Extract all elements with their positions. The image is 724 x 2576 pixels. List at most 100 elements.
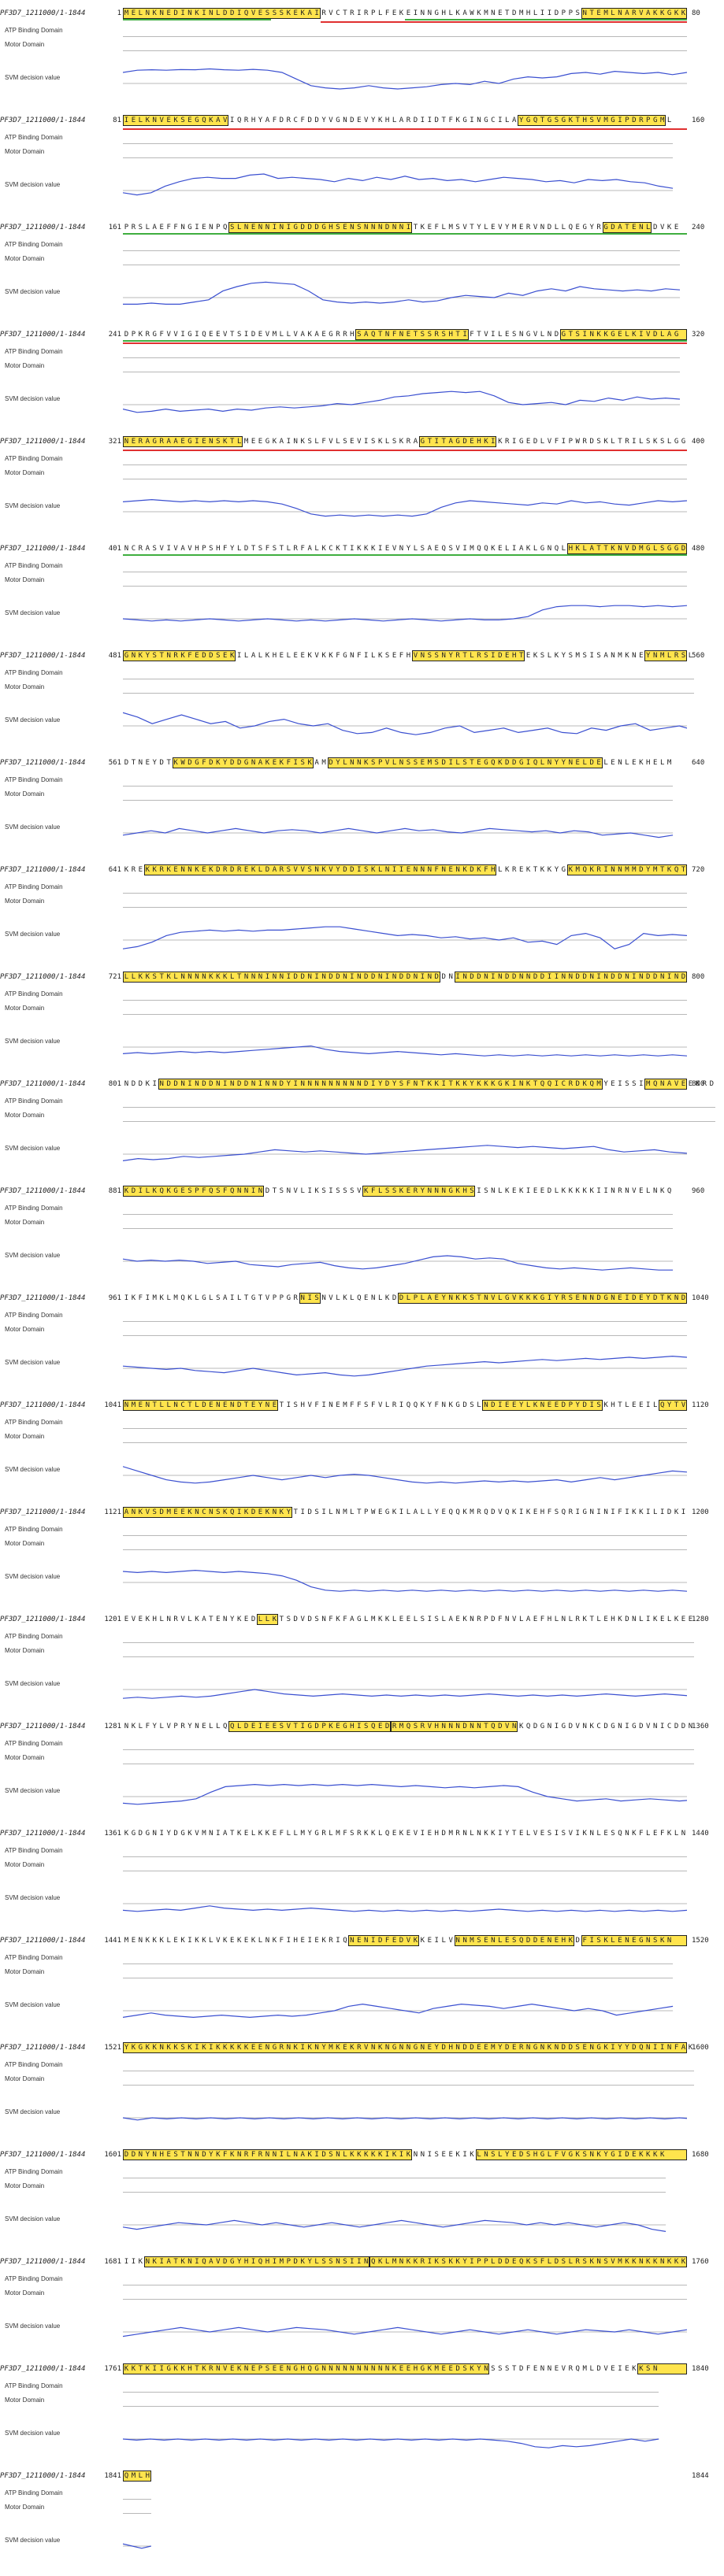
residue: F [540,2258,545,2266]
residue: L [518,1616,524,1623]
residue: K [216,2151,221,2159]
residue: L [659,759,665,767]
residue: A [525,1616,531,1623]
residue: Y [477,2365,481,2373]
residue: A [202,1616,206,1623]
residue: S [575,331,580,339]
start-position: 1201 [104,1616,121,1623]
residue: I [512,438,517,446]
residue: E [230,2365,235,2373]
residue: S [350,1187,355,1195]
residue: T [159,652,164,660]
residue: F [223,545,228,553]
residue: V [646,1723,651,1730]
residue: D [632,1294,637,1302]
residue: K [357,2151,362,2159]
start-position: 1041 [104,1401,121,1409]
residue: D [505,973,510,981]
residue: D [646,973,651,981]
residue: Y [646,652,651,660]
end-position: 960 [692,1187,705,1195]
residue: E [674,224,679,231]
residue: H [159,2151,164,2159]
residue: G [540,1294,545,1302]
residue: N [145,2258,150,2266]
residue: E [195,652,199,660]
residue: N [321,1080,326,1088]
residue: S [484,652,488,660]
svm-plot [123,277,687,318]
residue: A [462,9,467,17]
sequence-header: PF3D7_1211000/1-1844 481 G N K Y S T N R K F E D D S E K I… [0,649,724,664]
motor-domain-underline [123,19,271,20]
residue: I [138,1187,143,1195]
residue: M [484,9,488,17]
residue: D [639,866,644,874]
residue: R [518,2044,524,2052]
residue: M [279,2258,284,2266]
residue: Y [406,545,411,553]
residue: K [300,438,305,446]
residue: F [138,1294,143,1302]
residue: Q [230,1187,235,1195]
residue: E [632,224,637,231]
residue: E [173,1508,178,1516]
residue: D [350,117,355,124]
residue: K [392,2151,397,2159]
residue: Q [202,331,206,339]
residue: E [540,1187,545,1195]
residue: N [166,1616,171,1623]
atp-domain-track [123,250,681,251]
residue: G [653,117,658,124]
sequence-block: PF3D7_1211000/1-1844 1681 I I K N K I A T K N I Q A V D G… [0,2255,724,2362]
residue: I [300,2044,305,2052]
residue: D [138,1080,143,1088]
residue: N [596,2258,601,2266]
residue: N [540,224,545,231]
residue: L [674,1830,679,1838]
residue: N [124,1723,129,1730]
residue: Q [547,1080,552,1088]
residue: N [540,2365,545,2373]
motor-domain-track [123,1656,694,1657]
residue: K [145,2365,150,2373]
atp-domain-track [123,1535,687,1536]
sequence-header: PF3D7_1211000/1-1844 81 I E L K N V E K S E G Q K A V I Q R… [0,113,724,130]
residue: K [674,1616,679,1623]
atp-domain-track [123,1963,674,1964]
residue: T [236,973,242,981]
svm-plot [122,384,687,425]
svm-decision-line [123,281,681,305]
residue: K [484,1080,488,1088]
residue: M [582,2365,587,2373]
start-position: 1 [117,9,121,17]
highlight-region [158,1079,603,1090]
residue: F [399,652,404,660]
residue: K [462,1508,467,1516]
residue: E [632,759,637,767]
residue: N [392,224,397,231]
svm-decision-line [122,1783,694,1805]
residue: K [666,224,672,231]
svm-decision-line [122,605,688,622]
residue: K [236,1830,242,1838]
residue: T [618,438,622,446]
residue: I [659,1508,665,1516]
residue: N [216,1080,221,1088]
residue: A [300,2151,305,2159]
residue: S [152,545,157,553]
residue: N [611,1187,615,1195]
residue: M [448,1830,453,1838]
start-position: 1441 [104,1937,121,1945]
residue: N [364,2365,369,2373]
residue: A [145,438,150,446]
motor-domain-underline [123,554,687,556]
residue: A [350,1616,355,1623]
residue: D [209,1080,213,1088]
residue: K [364,2151,369,2159]
residue: G [343,652,347,660]
residue: L [258,652,263,660]
residue: L [547,2258,552,2266]
